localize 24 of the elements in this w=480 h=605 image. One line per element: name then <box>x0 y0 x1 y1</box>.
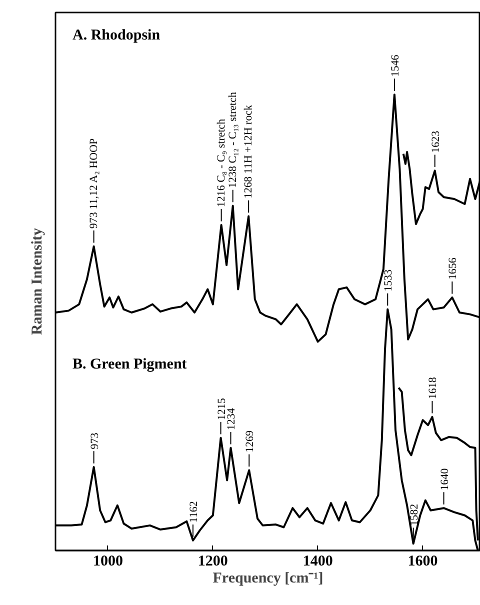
annotation: 1623 <box>430 130 442 153</box>
annotation: 1268 11H +12H rock <box>242 104 255 199</box>
annotation: B. Green Pigment <box>72 356 187 372</box>
annotation: 1234 <box>226 408 238 430</box>
annotation: 973 <box>88 432 101 450</box>
x-axis-title: Frequency [cm⁻¹] <box>212 570 324 586</box>
y-axis-title: Raman Intensity <box>30 227 46 336</box>
x-tick-label: 1200 <box>198 554 228 570</box>
x-tick-label: 1400 <box>302 554 333 570</box>
annotation: 1546 <box>389 54 402 77</box>
annotation: 1215 <box>216 398 228 420</box>
annotation: 1216 C₈ - C₉ stretch <box>215 118 228 208</box>
annotation: 1582 <box>408 504 420 526</box>
annotation: 1533 <box>382 269 395 292</box>
annotation: 1618 <box>427 376 440 400</box>
annotation: 1656 <box>447 257 460 280</box>
annotation: 1238 C₁₂ - C₁₃ stretch <box>226 92 239 188</box>
text: A. Rhodopsin <box>72 27 161 44</box>
annotation: 1162 <box>188 501 200 523</box>
annotation: 973 11,12 A₂ HOOP <box>88 138 100 229</box>
annotation: 1640 <box>438 468 451 490</box>
annotation: 1269 <box>244 430 256 452</box>
x-tick-label: 1600 <box>408 554 438 570</box>
x-tick-label: 1000 <box>92 554 123 570</box>
